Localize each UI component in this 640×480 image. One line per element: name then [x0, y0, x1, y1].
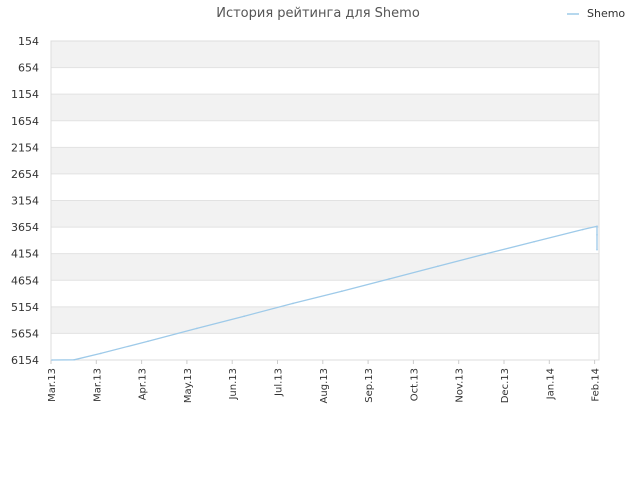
data-point [484, 253, 486, 255]
data-point [533, 240, 535, 243]
x-tick-label: Sep.13 [364, 368, 375, 403]
x-axis: Mar.13 Mar.13 Apr.13 May.13 Jun.13 Jul.13 Aug.… [47, 360, 602, 403]
data-point [147, 340, 149, 342]
x-tick-label: Jul.13 [274, 368, 285, 397]
x-tick-label: Oct.13 [409, 368, 420, 401]
y-tick-label: 654 [18, 62, 39, 75]
x-tick-label: Dec.13 [500, 368, 511, 403]
data-point [196, 327, 198, 330]
data-point [100, 352, 102, 355]
data-point [596, 225, 598, 228]
grid-band [51, 120, 599, 148]
x-tick-label: Feb.14 [591, 368, 602, 402]
grid-band [51, 227, 599, 254]
x-tick-label: Nov.13 [455, 368, 466, 403]
grid-band [51, 333, 599, 360]
grid-band [51, 67, 599, 95]
grid-band [51, 253, 599, 281]
grid-band [51, 306, 599, 334]
grid-band [51, 41, 599, 68]
y-tick-label: 5154 [11, 301, 39, 314]
data-point [341, 290, 343, 293]
chart-title: История рейтинга для Shemo [216, 6, 420, 21]
y-tick-label: 1654 [11, 115, 39, 128]
y-tick-label: 4654 [11, 274, 39, 287]
x-tick-label: Jan.14 [545, 368, 556, 400]
y-tick-label: 3154 [11, 195, 39, 208]
plot-border [50, 40, 600, 361]
grid-band [51, 94, 599, 121]
grid-band [51, 173, 599, 201]
data-point [596, 248, 598, 251]
y-tick-label: 5654 [11, 327, 39, 340]
data-point [243, 315, 245, 317]
grid-band [51, 147, 599, 174]
x-tick-label: May.13 [183, 368, 194, 403]
data-point [582, 228, 584, 231]
data-point [388, 278, 390, 280]
grid-band [51, 200, 599, 228]
x-tick-label: Jun.13 [228, 368, 239, 401]
x-tick-label: Aug.13 [319, 368, 330, 403]
x-tick-label: Mar.13 [47, 368, 58, 402]
data-point [437, 265, 439, 268]
grid-band [51, 280, 599, 307]
y-tick-label: 1154 [11, 88, 39, 101]
data-point [292, 302, 294, 305]
series-line [51, 225, 598, 361]
x-tick-label: Mar.13 [92, 368, 103, 402]
grid [50, 40, 600, 361]
x-tick-label: Apr.13 [138, 368, 149, 400]
plot-background [51, 41, 599, 360]
y-tick-label: 2654 [11, 168, 39, 181]
y-tick-label: 2154 [11, 141, 39, 154]
y-tick-label: 4154 [11, 248, 39, 261]
y-tick-label: 154 [18, 35, 39, 48]
y-axis: 154 654 1154 1654 2154 2654 3154 3654 4154 4654 51… [11, 35, 39, 367]
data-point [73, 358, 75, 361]
series-layer [51, 225, 598, 361]
legend-label[interactable]: Shemo [587, 7, 625, 20]
data-point [596, 234, 598, 236]
data-point [51, 359, 53, 361]
y-tick-label: 6154 [11, 354, 39, 367]
y-tick-label: 3654 [11, 221, 39, 234]
